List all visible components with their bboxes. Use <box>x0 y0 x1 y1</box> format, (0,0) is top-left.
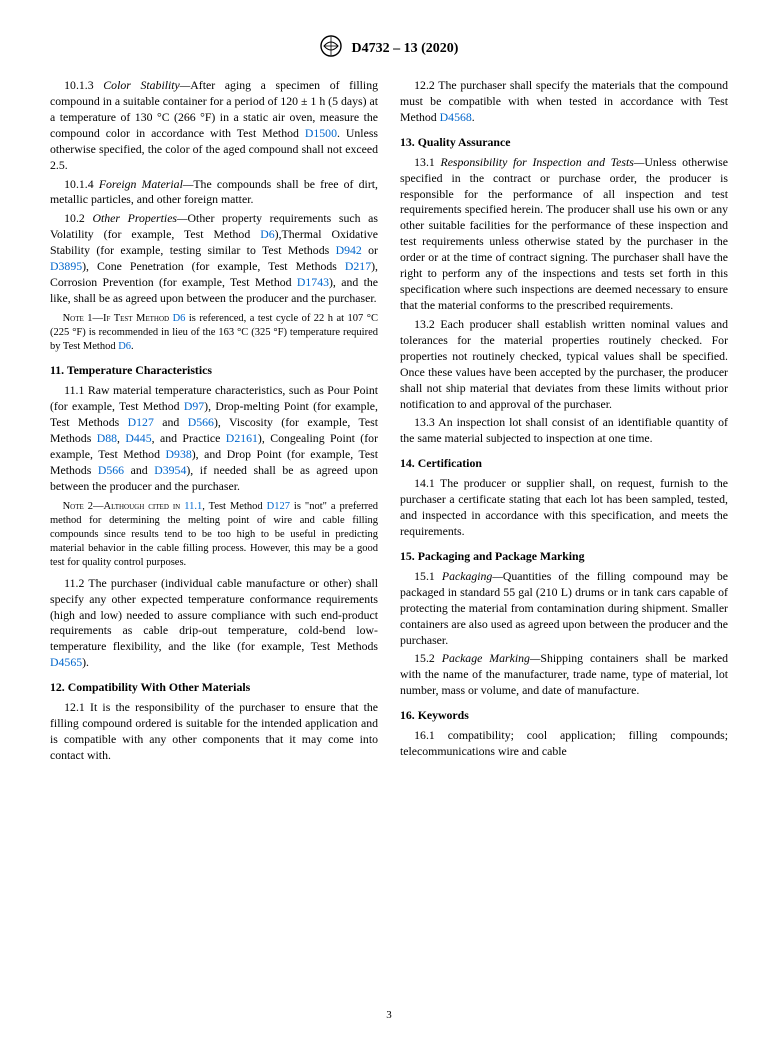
ref-d566[interactable]: D566 <box>188 415 214 429</box>
section-13-title: 13. Quality Assurance <box>400 135 728 151</box>
ref-d127-n2[interactable]: D127 <box>267 501 290 512</box>
section-14-title: 14. Certification <box>400 456 728 472</box>
ref-d6[interactable]: D6 <box>260 227 274 241</box>
page-number: 3 <box>386 1009 392 1021</box>
para-13-2: 13.2 Each producer shall establish writt… <box>400 317 728 413</box>
section-15-title: 15. Packaging and Package Marking <box>400 549 728 565</box>
standard-id: D4732 – 13 (2020) <box>352 41 459 57</box>
ref-d1500[interactable]: D1500 <box>305 126 337 140</box>
para-15-2: 15.2 Package Marking—Shipping containers… <box>400 651 728 699</box>
para-15-1: 15.1 Packaging—Quantities of the filling… <box>400 569 728 649</box>
section-12-title: 12. Compatibility With Other Materials <box>50 680 378 696</box>
para-11-1: 11.1 Raw material temperature characteri… <box>50 383 378 494</box>
ref-d97[interactable]: D97 <box>184 399 204 413</box>
ref-d942[interactable]: D942 <box>336 243 362 257</box>
para-13-3: 13.3 An inspection lot shall consist of … <box>400 415 728 447</box>
para-10-1-3: 10.1.3 Color Stability—After aging a spe… <box>50 78 378 174</box>
para-12-2: 12.2 The purchaser shall specify the mat… <box>400 78 728 126</box>
ref-d4568[interactable]: D4568 <box>440 110 472 124</box>
para-11-2: 11.2 The purchaser (individual cable man… <box>50 576 378 672</box>
ref-11-1[interactable]: 11.1 <box>184 501 202 512</box>
para-10-1-4: 10.1.4 Foreign Material—The compounds sh… <box>50 177 378 209</box>
ref-d938[interactable]: D938 <box>166 447 192 461</box>
ref-d3954[interactable]: D3954 <box>154 463 186 477</box>
ref-d127[interactable]: D127 <box>128 415 154 429</box>
page-header: D4732 – 13 (2020) <box>50 35 728 62</box>
ref-d445[interactable]: D445 <box>125 431 151 445</box>
para-10-2: 10.2 Other Properties—Other property req… <box>50 211 378 307</box>
ref-d88[interactable]: D88 <box>97 431 117 445</box>
ref-d4565[interactable]: D4565 <box>50 655 82 669</box>
para-14-1: 14.1 The producer or supplier shall, on … <box>400 476 728 540</box>
section-11-title: 11. Temperature Characteristics <box>50 363 378 379</box>
ref-d1743[interactable]: D1743 <box>297 275 329 289</box>
note-2: Note 2—Although cited in 11.1, Test Meth… <box>50 500 378 571</box>
ref-d2161[interactable]: D2161 <box>226 431 258 445</box>
body-columns: 10.1.3 Color Stability—After aging a spe… <box>50 78 728 765</box>
ref-d6-n1a[interactable]: D6 <box>173 313 186 324</box>
para-12-1: 12.1 It is the responsibility of the pur… <box>50 700 378 764</box>
ref-d217[interactable]: D217 <box>345 259 371 273</box>
astm-logo-icon <box>320 35 342 62</box>
ref-d566-b[interactable]: D566 <box>98 463 124 477</box>
ref-d3895[interactable]: D3895 <box>50 259 82 273</box>
section-16-title: 16. Keywords <box>400 708 728 724</box>
note-1: Note 1—If Test Method D6 is referenced, … <box>50 312 378 355</box>
page: D4732 – 13 (2020) 10.1.3 Color Stability… <box>0 0 778 1041</box>
para-13-1: 13.1 Responsibility for Inspection and T… <box>400 155 728 314</box>
ref-d6-n1b[interactable]: D6 <box>118 341 131 352</box>
para-16-1: 16.1 compatibility; cool application; fi… <box>400 728 728 760</box>
